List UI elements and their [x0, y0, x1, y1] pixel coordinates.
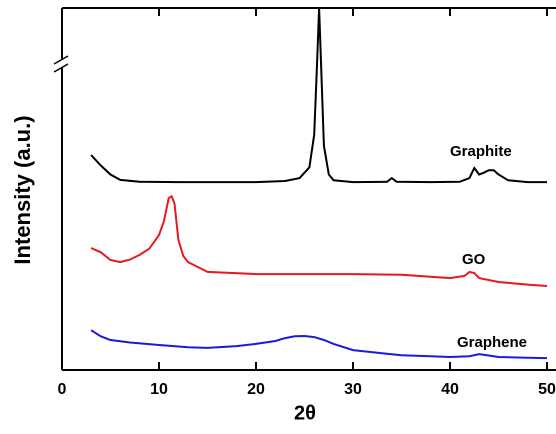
axis-break — [53, 63, 69, 73]
x-tick-label: 30 — [344, 381, 362, 398]
x-tick-label: 40 — [441, 381, 459, 398]
line-series — [90, 194, 548, 287]
x-tick-label: 0 — [58, 381, 67, 398]
y-axis-label: Intensity (a.u.) — [10, 115, 35, 264]
x-axis-label: 2θ — [294, 402, 316, 424]
x-tick-label: 50 — [538, 381, 556, 398]
axis-break-gap — [55, 60, 69, 68]
axis-break — [53, 55, 69, 65]
series-label: GO — [462, 251, 486, 268]
x-tick-label: 20 — [247, 381, 265, 398]
line-series — [90, 329, 548, 360]
plot-area — [90, 8, 548, 360]
axes-frame — [53, 7, 556, 371]
line-series — [90, 8, 547, 184]
series-label: Graphene — [457, 334, 527, 351]
x-tick-label: 10 — [150, 381, 168, 398]
series-label: Graphite — [450, 143, 512, 160]
